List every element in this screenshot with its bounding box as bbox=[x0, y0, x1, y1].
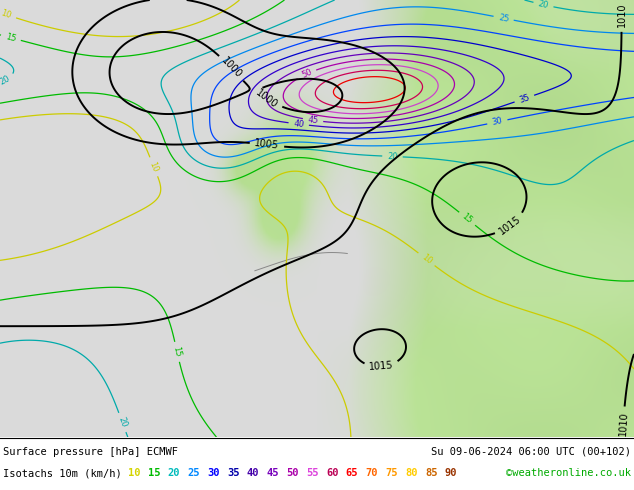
Text: 10: 10 bbox=[148, 160, 160, 173]
Text: Su 09-06-2024 06:00 UTC (00+102): Su 09-06-2024 06:00 UTC (00+102) bbox=[431, 447, 631, 457]
Text: 30: 30 bbox=[491, 117, 503, 127]
Text: 10: 10 bbox=[0, 9, 13, 21]
Text: 1015: 1015 bbox=[498, 214, 523, 237]
Text: 40: 40 bbox=[293, 119, 304, 129]
Text: 10: 10 bbox=[128, 468, 141, 478]
Text: 50: 50 bbox=[287, 468, 299, 478]
Text: 90: 90 bbox=[445, 468, 457, 478]
Text: 15: 15 bbox=[460, 212, 474, 225]
Text: 55: 55 bbox=[306, 468, 319, 478]
Text: 20: 20 bbox=[117, 416, 129, 429]
Text: 80: 80 bbox=[405, 468, 418, 478]
Text: 40: 40 bbox=[247, 468, 259, 478]
Text: 1000: 1000 bbox=[254, 88, 280, 110]
Text: Surface pressure [hPa] ECMWF: Surface pressure [hPa] ECMWF bbox=[3, 447, 178, 457]
Text: 25: 25 bbox=[188, 468, 200, 478]
Text: 1005: 1005 bbox=[254, 139, 280, 151]
Text: 15: 15 bbox=[148, 468, 160, 478]
Text: 20: 20 bbox=[167, 468, 180, 478]
Text: 65: 65 bbox=[346, 468, 358, 478]
Text: 35: 35 bbox=[518, 93, 531, 104]
Text: 75: 75 bbox=[385, 468, 398, 478]
Text: Isotachs 10m (km/h): Isotachs 10m (km/h) bbox=[3, 468, 122, 478]
Text: 1010: 1010 bbox=[617, 2, 626, 27]
Text: ©weatheronline.co.uk: ©weatheronline.co.uk bbox=[506, 468, 631, 478]
Text: 35: 35 bbox=[227, 468, 240, 478]
Text: 10: 10 bbox=[420, 252, 434, 266]
Text: 1015: 1015 bbox=[369, 361, 394, 372]
Text: 20: 20 bbox=[538, 0, 550, 10]
Text: 45: 45 bbox=[267, 468, 279, 478]
Text: 85: 85 bbox=[425, 468, 437, 478]
Text: 20: 20 bbox=[0, 74, 11, 86]
Text: 45: 45 bbox=[307, 115, 319, 125]
Text: 1010: 1010 bbox=[618, 411, 629, 436]
Text: 25: 25 bbox=[498, 13, 510, 24]
Text: 50: 50 bbox=[300, 68, 313, 80]
Text: 30: 30 bbox=[207, 468, 220, 478]
Text: 1000: 1000 bbox=[219, 56, 243, 80]
Text: 20: 20 bbox=[387, 152, 398, 161]
Text: 70: 70 bbox=[366, 468, 378, 478]
Text: 15: 15 bbox=[4, 32, 17, 44]
Text: 60: 60 bbox=[326, 468, 339, 478]
Text: 15: 15 bbox=[171, 346, 183, 358]
